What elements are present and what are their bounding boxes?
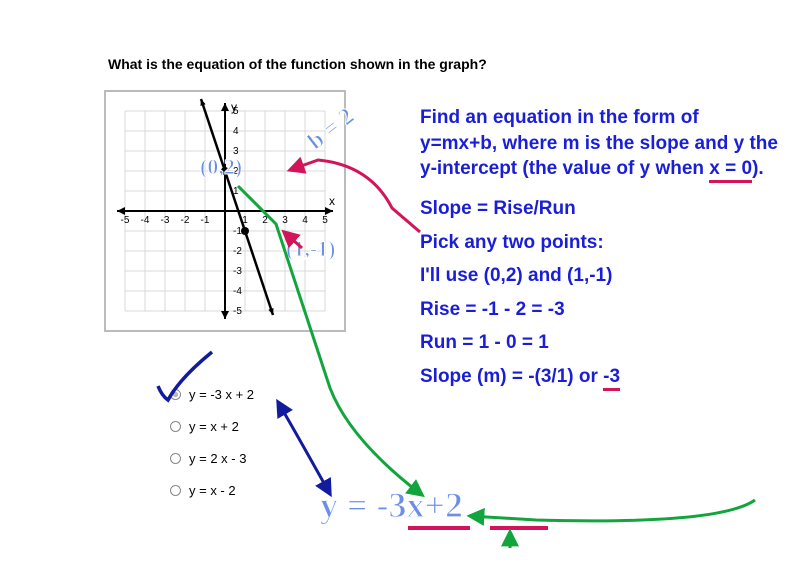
- explain-pick-points: Pick any two points:: [420, 230, 780, 256]
- svg-text:x: x: [329, 194, 335, 208]
- svg-text:-1: -1: [233, 226, 242, 237]
- svg-text:2: 2: [262, 215, 268, 226]
- svg-text:-5: -5: [233, 306, 242, 317]
- explain-rise: Rise = -1 - 2 = -3: [420, 297, 780, 323]
- svg-text:-3: -3: [233, 266, 242, 277]
- radio-icon: [170, 389, 181, 400]
- svg-text:-3: -3: [161, 215, 170, 226]
- explain-run: Run = 1 - 0 = 1: [420, 330, 780, 356]
- option-a[interactable]: y = -3 x + 2: [170, 378, 254, 410]
- arrow-green-slope-to-answer: [470, 500, 755, 521]
- svg-text:-2: -2: [233, 246, 242, 257]
- explain-slope-def: Slope = Rise/Run: [420, 196, 780, 222]
- svg-text:y: y: [231, 100, 237, 114]
- radio-icon: [170, 453, 181, 464]
- svg-text:3: 3: [282, 215, 288, 226]
- option-label: y = x + 2: [189, 419, 239, 434]
- answer-options: y = -3 x + 2 y = x + 2 y = 2 x - 3 y = x…: [170, 378, 254, 506]
- svg-text:-1: -1: [201, 215, 210, 226]
- option-c[interactable]: y = 2 x - 3: [170, 442, 254, 474]
- svg-text:-2: -2: [181, 215, 190, 226]
- point-label-1-neg1: (1,-1): [286, 236, 335, 262]
- explain-slope-result: Slope (m) = -(3/1) or -3: [420, 364, 780, 390]
- coordinate-graph: -5-4-3-2-112345-5-4-3-2-112345xy: [100, 86, 350, 336]
- radio-icon: [170, 485, 181, 496]
- point-label-0-2: (0,2): [200, 154, 242, 180]
- option-label: y = x - 2: [189, 483, 236, 498]
- svg-text:5: 5: [322, 215, 328, 226]
- explain-points-used: I'll use (0,2) and (1,-1): [420, 263, 780, 289]
- radio-icon: [170, 421, 181, 432]
- explain-p1: Find an equation in the form of y=mx+b, …: [420, 105, 780, 182]
- option-label: y = -3 x + 2: [189, 387, 254, 402]
- svg-text:-4: -4: [141, 215, 150, 226]
- final-equation: y = -3x+2: [320, 484, 463, 526]
- svg-text:-5: -5: [121, 215, 130, 226]
- svg-text:4: 4: [302, 215, 308, 226]
- question-text: What is the equation of the function sho…: [108, 56, 487, 72]
- svg-text:-4: -4: [233, 286, 242, 297]
- option-label: y = 2 x - 3: [189, 451, 246, 466]
- option-d[interactable]: y = x - 2: [170, 474, 254, 506]
- option-b[interactable]: y = x + 2: [170, 410, 254, 442]
- explanation-block: Find an equation in the form of y=mx+b, …: [420, 105, 780, 398]
- arrow-blue-option-to-answer: [278, 402, 330, 494]
- svg-text:4: 4: [233, 126, 239, 137]
- graph-panel: -5-4-3-2-112345-5-4-3-2-112345xy: [100, 86, 350, 336]
